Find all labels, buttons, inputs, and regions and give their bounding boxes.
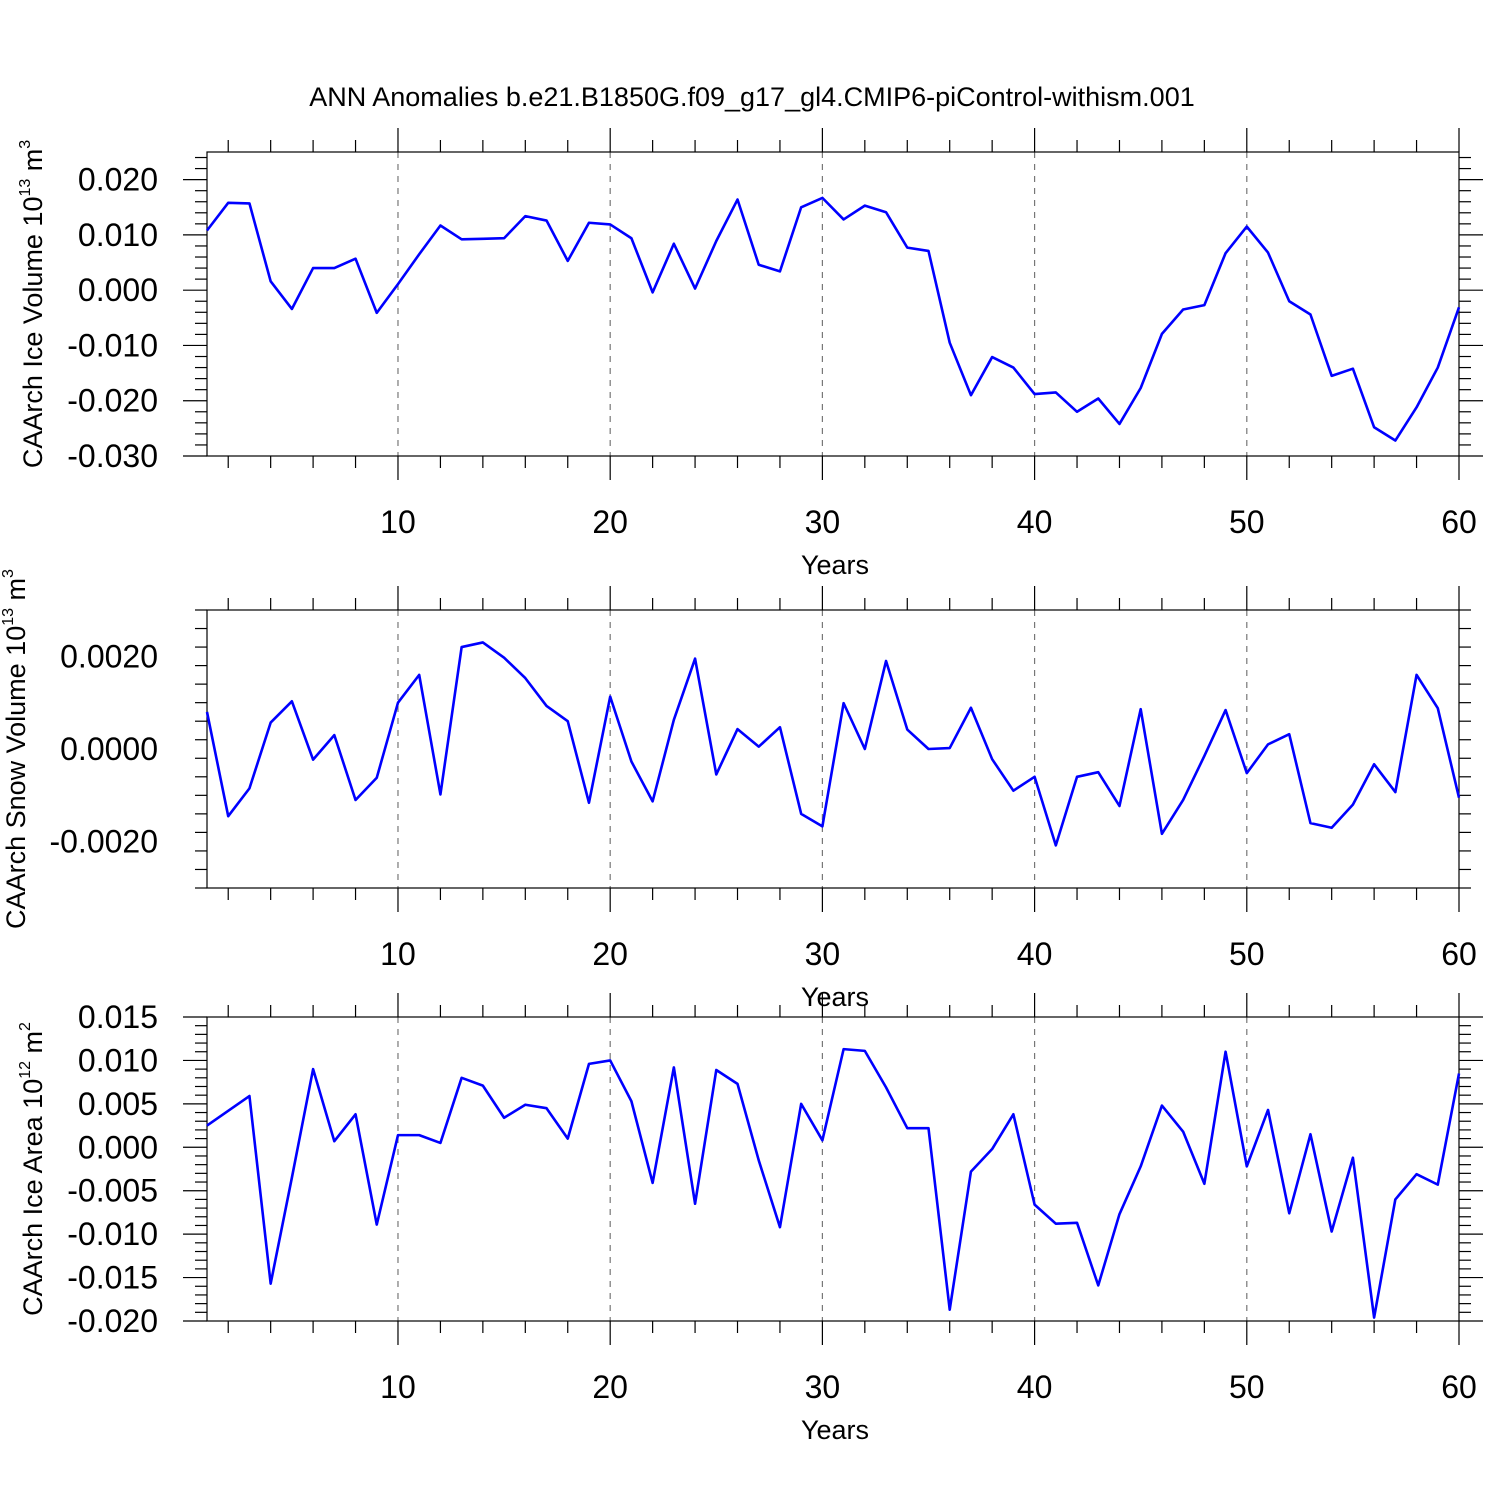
ice-volume-x-tick-label: 40 xyxy=(1017,504,1053,540)
ice-area-y-tick-label: -0.010 xyxy=(67,1216,158,1252)
ice-area-y-tick-label: 0.005 xyxy=(78,1086,158,1122)
ice-volume-y-axis-title-text: CAArch Ice Volume 10 xyxy=(18,197,48,469)
snow-volume-plot-frame xyxy=(206,609,1460,889)
ice-area-y-axis-title-unit: m xyxy=(18,1031,48,1061)
ice-area-y-tick-label: -0.020 xyxy=(67,1303,158,1339)
ice-volume-y-axis-title-unit-exponent: 3 xyxy=(17,140,34,149)
ice-area-y-tick-label: 0.015 xyxy=(78,999,158,1035)
ice-area-x-tick-label: 40 xyxy=(1017,1369,1053,1405)
snow-volume-y-axis-title-unit-exponent: 3 xyxy=(0,569,17,578)
ice-volume-x-tick-label: 60 xyxy=(1441,504,1477,540)
ice-area-series-line xyxy=(206,1047,1461,1319)
ice-volume-series-line xyxy=(205,196,1461,442)
ice-area-y-axis-title-unit-exponent: 2 xyxy=(17,1022,34,1031)
ice-volume-x-tick-label: 30 xyxy=(805,504,841,540)
snow-volume-x-axis-title: Years xyxy=(801,982,869,1012)
ice-area-y-axis-title-text: CAArch Ice Area 10 xyxy=(18,1079,48,1316)
snow-volume-y-tick-label: 0.0000 xyxy=(60,731,158,767)
snow-volume-x-tick-label: 50 xyxy=(1229,936,1265,972)
ice-volume-y-tick-label: -0.020 xyxy=(67,383,158,419)
ice-volume-x-tick-label: 10 xyxy=(380,504,416,540)
ice-area-y-axis-title-exponent: 12 xyxy=(17,1061,34,1079)
ice-volume-x-tick-label: 20 xyxy=(592,504,628,540)
snow-volume-series-line xyxy=(205,641,1461,847)
ice-area-x-tick-label: 50 xyxy=(1229,1369,1265,1405)
ice-area-y-tick-label: -0.015 xyxy=(67,1260,158,1296)
snow-volume-y-axis-title-unit: m xyxy=(1,578,31,608)
ice-volume-y-tick-label: 0.000 xyxy=(78,272,158,308)
ice-volume-y-tick-label: 0.010 xyxy=(78,217,158,253)
snow-volume-y-axis-title-exponent: 13 xyxy=(0,608,17,626)
ice-area-x-axis-title: Years xyxy=(801,1415,869,1445)
snow-volume-y-axis-title-text: CAArch Snow Volume 10 xyxy=(1,626,31,929)
ice-volume-y-tick-label: 0.020 xyxy=(78,162,158,198)
ice-area-x-tick-label: 60 xyxy=(1441,1369,1477,1405)
ice-area-plot-frame xyxy=(206,1016,1460,1322)
main-title: ANN Anomalies b.e21.B1850G.f09_g17_gl4.C… xyxy=(309,82,1194,112)
ice-volume-x-tick-label: 50 xyxy=(1229,504,1265,540)
ice-area-panel: 10 20 30 40 50 60 -0.020 -0.015 -0.010 -0.005 0.00… xyxy=(17,993,1483,1445)
snow-volume-y-axis-title: CAArch Snow Volume 1013 m3 xyxy=(0,569,31,929)
ice-volume-y-tick-label: -0.010 xyxy=(67,327,158,363)
snow-volume-x-tick-label: 40 xyxy=(1017,936,1053,972)
ice-area-y-tick-label: 0.010 xyxy=(78,1042,158,1078)
snow-volume-x-tick-label: 20 xyxy=(592,936,628,972)
ice-volume-x-axis-title: Years xyxy=(801,550,869,580)
ice-area-x-tick-label: 10 xyxy=(380,1369,416,1405)
ice-volume-y-axis-title: CAArch Ice Volume 1013 m3 xyxy=(17,140,48,468)
ice-area-x-tick-label: 30 xyxy=(805,1369,841,1405)
ice-volume-y-axis-title-unit: m xyxy=(18,149,48,179)
snow-volume-x-tick-label: 10 xyxy=(380,936,416,972)
ice-volume-y-tick-label: -0.030 xyxy=(67,438,158,474)
snow-volume-x-tick-label: 30 xyxy=(805,936,841,972)
snow-volume-panel: 10 20 30 40 50 60 -0.0020 0.0000 0.0020 Years CAAr… xyxy=(0,569,1477,1012)
ice-volume-panel: 10 20 30 40 50 60 -0.030 -0.020 -0.010 0.000 0.010… xyxy=(17,128,1483,580)
snow-volume-y-tick-label: 0.0020 xyxy=(60,638,158,674)
ice-area-x-tick-label: 20 xyxy=(592,1369,628,1405)
snow-volume-x-tick-label: 60 xyxy=(1441,936,1477,972)
ice-area-y-tick-label: 0.000 xyxy=(78,1129,158,1165)
ice-volume-y-axis-title-exponent: 13 xyxy=(17,179,34,197)
snow-volume-y-tick-label: -0.0020 xyxy=(49,824,158,860)
ice-area-y-tick-label: -0.005 xyxy=(67,1173,158,1209)
ice-volume-plot-frame xyxy=(206,151,1460,457)
ice-area-y-axis-title: CAArch Ice Area 1012 m2 xyxy=(17,1022,48,1316)
